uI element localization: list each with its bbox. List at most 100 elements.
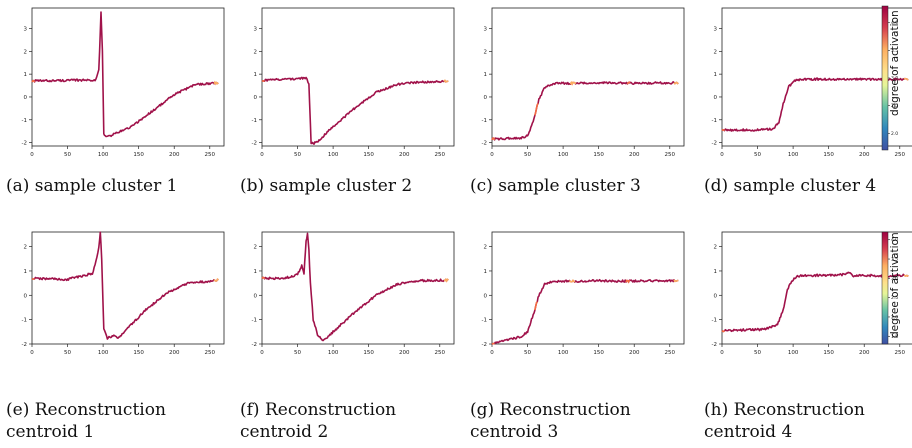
y-tick-label: 0 bbox=[254, 293, 258, 299]
x-tick-label: 0 bbox=[720, 350, 724, 356]
x-tick-label: 250 bbox=[435, 152, 446, 158]
caption-h: (h) Reconstruction centroid 4 bbox=[704, 399, 865, 443]
caption-c-line1: (c) sample cluster 3 bbox=[470, 176, 641, 196]
series-line bbox=[491, 81, 679, 141]
y-tick-label: -1 bbox=[482, 318, 487, 324]
y-tick-label: 0 bbox=[714, 95, 718, 101]
caption-b: (b) sample cluster 2 bbox=[240, 175, 412, 197]
x-tick-label: 100 bbox=[328, 350, 339, 356]
series-accent-start bbox=[491, 342, 495, 345]
x-tick-label: 150 bbox=[593, 152, 604, 158]
series-accent-mid bbox=[626, 81, 631, 85]
y-tick-label: 0 bbox=[484, 95, 488, 101]
caption-a: (a) sample cluster 1 bbox=[6, 175, 177, 197]
y-tick-label: -2 bbox=[252, 342, 257, 348]
caption-e-line1: (e) Reconstruction bbox=[6, 400, 166, 420]
caption-g-line1: (g) Reconstruction bbox=[470, 400, 631, 420]
colorbar-1: 2.0 2.5 3.0 3.5 4.0 bbox=[881, 5, 898, 151]
caption-d: (d) sample cluster 4 bbox=[704, 175, 876, 197]
caption-b-line1: (b) sample cluster 2 bbox=[240, 176, 413, 196]
caption-e: (e) Reconstruction centroid 1 bbox=[6, 399, 166, 443]
colorbar-label-top: degree of activation bbox=[889, 10, 901, 116]
plot-frame bbox=[721, 231, 912, 345]
x-tick-label: 0 bbox=[30, 152, 34, 158]
x-tick-label: 200 bbox=[399, 152, 410, 158]
colorbar-tick-label: 2.0 bbox=[891, 314, 898, 320]
colorbar-tick-label: 2.5 bbox=[891, 295, 898, 301]
x-tick-label: 150 bbox=[593, 350, 604, 356]
x-tick-label: 250 bbox=[665, 152, 676, 158]
series-line bbox=[31, 231, 219, 340]
x-tick-label: 0 bbox=[490, 350, 494, 356]
colorbar-tick-label: 3.0 bbox=[891, 276, 898, 282]
series-line bbox=[261, 232, 449, 342]
x-tick-label: 250 bbox=[205, 350, 216, 356]
subplot-1: 0 50 100 150 200 250 -2 -1 0 1 2 3 bbox=[22, 7, 225, 158]
subplot-2: 0 50 100 150 200 250 -2 -1 0 1 2 3 bbox=[252, 7, 455, 158]
series-accent-end bbox=[903, 77, 909, 81]
y-tick-label: -2 bbox=[482, 141, 487, 147]
x-tick-label: 250 bbox=[895, 350, 906, 356]
series-line bbox=[721, 77, 909, 132]
series-line bbox=[31, 11, 219, 138]
y-tick-label: 3 bbox=[714, 27, 718, 33]
x-tick-label: 50 bbox=[294, 350, 301, 356]
x-tick-label: 250 bbox=[435, 350, 446, 356]
x-tick-label: 0 bbox=[260, 152, 264, 158]
colorbar-tick-label: 2.5 bbox=[891, 103, 898, 109]
caption-f: (f) Reconstruction centroid 2 bbox=[240, 399, 396, 443]
y-tick-label: 0 bbox=[254, 95, 258, 101]
y-tick-label: 1 bbox=[24, 72, 28, 78]
subplot-4: 0 50 100 150 200 250 -2 -1 0 1 2 3 bbox=[712, 7, 912, 158]
y-tick-label: -1 bbox=[22, 118, 27, 124]
x-tick-label: 250 bbox=[895, 152, 906, 158]
y-tick-label: 1 bbox=[484, 269, 488, 275]
x-tick-label: 150 bbox=[823, 152, 834, 158]
y-tick-label: -2 bbox=[482, 342, 487, 348]
plot-frame bbox=[261, 7, 455, 147]
series-line bbox=[491, 278, 679, 345]
caption-g: (g) Reconstruction centroid 3 bbox=[470, 399, 631, 443]
caption-f-line1: (f) Reconstruction bbox=[240, 400, 397, 420]
x-tick-label: 50 bbox=[754, 152, 761, 158]
x-tick-label: 200 bbox=[859, 152, 870, 158]
series-accent-mid bbox=[534, 103, 539, 116]
x-tick-label: 150 bbox=[363, 152, 374, 158]
caption-e-line2: centroid 1 bbox=[6, 422, 95, 442]
y-tick-label: 1 bbox=[254, 72, 258, 78]
colorbar-gradient bbox=[881, 5, 889, 151]
series-accent-end bbox=[673, 81, 679, 85]
subplot-3: 0 50 100 150 200 250 -2 -1 0 1 2 3 bbox=[482, 7, 685, 158]
y-tick-label: 2 bbox=[24, 245, 28, 251]
series-accent-start bbox=[721, 329, 726, 333]
x-tick-label: 200 bbox=[629, 350, 640, 356]
caption-f-line2: centroid 2 bbox=[240, 422, 329, 442]
plot-frame bbox=[721, 7, 912, 147]
y-tick-label: 3 bbox=[484, 27, 488, 33]
plot-frame bbox=[491, 231, 685, 345]
y-tick-label: 0 bbox=[484, 293, 488, 299]
x-tick-label: 200 bbox=[859, 350, 870, 356]
x-tick-label: 50 bbox=[294, 152, 301, 158]
y-tick-label: 2 bbox=[24, 49, 28, 55]
series-accent-end bbox=[213, 277, 219, 282]
x-tick-label: 50 bbox=[524, 350, 531, 356]
caption-h-line2: centroid 4 bbox=[704, 422, 793, 442]
y-tick-label: 0 bbox=[24, 95, 28, 101]
x-tick-label: 0 bbox=[30, 350, 34, 356]
colorbar-tick-label: 3.5 bbox=[891, 257, 898, 263]
series-accent-end bbox=[213, 80, 219, 86]
x-tick-label: 200 bbox=[169, 350, 180, 356]
x-tick-label: 200 bbox=[629, 152, 640, 158]
x-tick-label: 50 bbox=[64, 350, 71, 356]
x-tick-label: 50 bbox=[754, 350, 761, 356]
y-tick-label: 2 bbox=[714, 245, 718, 251]
x-tick-label: 250 bbox=[205, 152, 216, 158]
y-tick-label: 2 bbox=[714, 49, 718, 55]
colorbar-label-bottom: degree of activation bbox=[889, 232, 901, 338]
subplot-5: 0 50 100 150 200 250 -2 -1 0 1 2 bbox=[22, 231, 225, 356]
y-tick-label: 2 bbox=[484, 245, 488, 251]
series-accent-start bbox=[491, 137, 496, 141]
y-tick-label: 3 bbox=[254, 27, 258, 33]
colorbar-tick-label: 4.0 bbox=[891, 20, 898, 26]
